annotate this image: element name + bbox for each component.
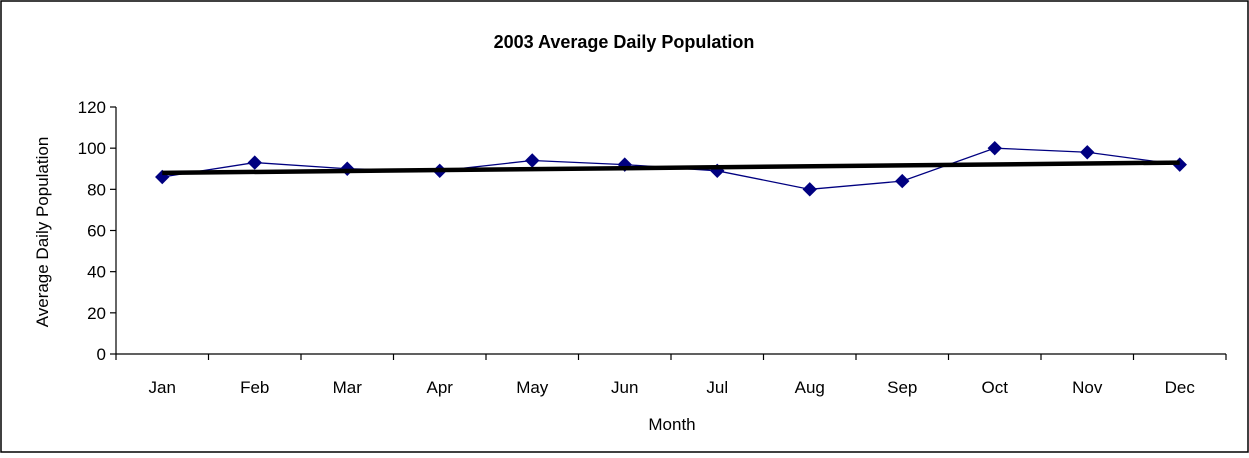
y-tick-label: 80 [87,180,106,199]
x-tick-label: Sep [887,378,917,397]
x-tick-label: May [516,378,549,397]
x-tick-label: Apr [427,378,454,397]
x-tick-label: Feb [240,378,269,397]
x-tick-label: Jun [611,378,638,397]
x-tick-label: Jul [706,378,728,397]
x-tick-label: Aug [795,378,825,397]
x-axis-label: Month [648,415,695,434]
y-tick-label: 0 [97,345,106,364]
y-tick-label: 120 [78,98,106,117]
chart-title: 2003 Average Daily Population [494,32,755,52]
x-tick-label: Mar [333,378,363,397]
x-tick-label: Nov [1072,378,1103,397]
x-tick-label: Dec [1165,378,1196,397]
y-tick-label: 100 [78,139,106,158]
y-axis-label: Average Daily Population [33,137,52,328]
x-tick-label: Jan [149,378,176,397]
y-tick-label: 60 [87,222,106,241]
x-tick-label: Oct [982,378,1009,397]
y-tick-label: 20 [87,304,106,323]
y-tick-label: 40 [87,263,106,282]
